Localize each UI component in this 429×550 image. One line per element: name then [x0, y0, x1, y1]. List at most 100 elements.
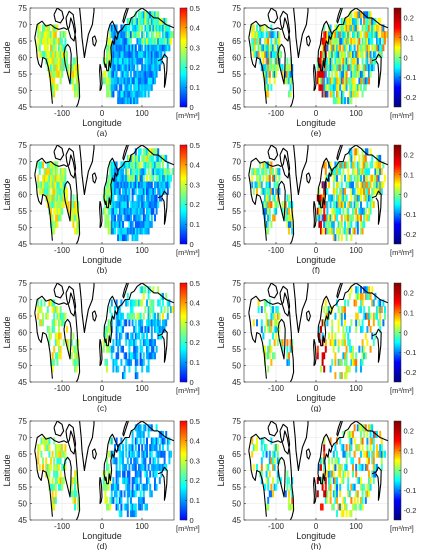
y-axis-label: Latitude [216, 41, 226, 73]
map-svg-c: 75 70 65 60 55 50 45 -100 0 100 Latitude Longitude(… [2, 279, 200, 412]
x-tick-label: 100 [135, 109, 149, 118]
y-tick-label: 75 [18, 279, 27, 288]
colorbar-tick-label: -0.2 [404, 506, 417, 515]
y-axis-label: Latitude [2, 41, 12, 73]
colorbar-tick-label: 0.2 [190, 338, 200, 347]
map-panel-g: 75 70 65 60 55 50 45 -100 0 100 Latitude Longitude(… [214, 275, 428, 412]
x-tick-label: -100 [54, 384, 71, 393]
colorbar-tick-label: 0.4 [190, 24, 200, 33]
data-field [37, 11, 174, 105]
x-axis-label: Longitude [296, 255, 336, 265]
colorbar [179, 282, 188, 383]
colorbar-tick-label: 0.2 [404, 427, 414, 436]
colorbar-tick-label: 0.2 [190, 476, 200, 485]
panel-label: (a) [97, 128, 108, 137]
map-panel-f: 75 70 65 60 55 50 45 -100 0 100 Latitude Longitude(… [214, 137, 428, 274]
colorbar-unit-label: [m³/m³] [390, 524, 414, 533]
colorbar-tick-label: 0.1 [404, 171, 414, 180]
colorbar-unit-label: [m³/m³] [176, 524, 200, 533]
y-tick-label: 70 [232, 295, 241, 304]
colorbar-tick-label: 0.1 [190, 83, 200, 92]
colorbar-tick-label: 0.2 [190, 200, 200, 209]
x-tick-label: 100 [349, 522, 363, 531]
y-tick-label: 65 [232, 312, 241, 321]
colorbar-tick-label: 0.4 [190, 437, 200, 446]
y-tick-label: 60 [232, 190, 241, 199]
y-tick-label: 50 [232, 223, 241, 232]
panel-label: (g) [311, 403, 322, 412]
y-tick-label: 50 [232, 361, 241, 370]
y-axis-label: Latitude [216, 316, 226, 348]
y-tick-label: 60 [18, 466, 27, 475]
y-tick-label: 55 [18, 207, 27, 216]
x-tick-label: 0 [314, 384, 319, 393]
x-axis-label: Longitude [296, 393, 336, 403]
y-axis-label: Latitude [2, 454, 12, 486]
colorbar-tick-label: 0 [404, 466, 408, 475]
colorbar-tick-label: 0.3 [190, 180, 200, 189]
y-tick-label: 55 [232, 207, 241, 216]
y-tick-label: 75 [232, 4, 241, 13]
coastlines [34, 145, 174, 244]
colorbar-tick-label: 0.5 [190, 417, 200, 426]
y-axis-label: Latitude [216, 454, 226, 486]
x-tick-label: -100 [54, 522, 71, 531]
y-tick-label: 70 [18, 20, 27, 29]
y-tick-label: 60 [232, 328, 241, 337]
y-tick-label: 65 [232, 37, 241, 46]
x-axis-label: Longitude [296, 118, 336, 128]
y-tick-label: 55 [232, 70, 241, 79]
colorbar-tick-label: 0.2 [404, 289, 414, 298]
x-tick-label: 100 [135, 384, 149, 393]
colorbar-tick-label: 0.4 [190, 299, 200, 308]
colorbar [179, 7, 188, 108]
colorbar-tick-label: 0.2 [404, 14, 414, 23]
x-axis-label: Longitude [82, 531, 122, 541]
y-tick-label: 65 [232, 450, 241, 459]
x-tick-label: 0 [100, 522, 105, 531]
data-field [37, 148, 174, 242]
colorbar-tick-label: -0.1 [404, 486, 417, 495]
colorbar-tick-label: 0.1 [404, 34, 414, 43]
map-svg-h: 75 70 65 60 55 50 45 -100 0 100 Latitude Longitude(… [216, 417, 417, 550]
colorbar-tick-label: 0.1 [404, 309, 414, 318]
colorbar-tick-label: 0.2 [190, 63, 200, 72]
colorbar-tick-label: 0 [404, 190, 408, 199]
map-svg-a: 75 70 65 60 55 50 45 -100 0 100 Latitude Longitude(… [2, 4, 200, 137]
y-tick-label: 45 [232, 240, 241, 249]
x-axis-label: Longitude [296, 531, 336, 541]
y-tick-label: 70 [232, 433, 241, 442]
y-tick-label: 50 [232, 86, 241, 95]
map-panel-d: 75 70 65 60 55 50 45 -100 0 100 Latitude Longitude(… [0, 413, 214, 550]
y-tick-label: 60 [18, 190, 27, 199]
colorbar-tick-label: 0.2 [404, 151, 414, 160]
y-axis-label: Latitude [2, 178, 12, 210]
y-tick-label: 55 [232, 483, 241, 492]
x-tick-label: 0 [314, 246, 319, 255]
map-svg-d: 75 70 65 60 55 50 45 -100 0 100 Latitude Longitude(… [2, 417, 200, 550]
colorbar-tick-label: 0.5 [190, 4, 200, 13]
x-tick-label: -100 [268, 246, 285, 255]
colorbar-tick-label: 0 [190, 240, 194, 249]
x-axis-label: Longitude [82, 118, 122, 128]
map-panel-e: 75 70 65 60 55 50 45 -100 0 100 Latitude Longitude(… [214, 0, 428, 137]
colorbar [179, 420, 188, 521]
map-svg-b: 75 70 65 60 55 50 45 -100 0 100 Latitude Longitude(… [2, 141, 200, 274]
colorbar-tick-label: -0.1 [404, 348, 417, 357]
y-tick-label: 65 [18, 174, 27, 183]
colorbar-tick-label: 0.3 [190, 456, 200, 465]
y-tick-label: 70 [232, 20, 241, 29]
coastlines [34, 421, 174, 520]
panel-label: (f) [312, 265, 320, 274]
y-tick-label: 65 [18, 37, 27, 46]
panel-label: (e) [311, 128, 322, 137]
y-tick-label: 45 [18, 240, 27, 249]
x-tick-label: -100 [54, 246, 71, 255]
colorbar-tick-label: 0 [190, 378, 194, 387]
colorbar-tick-label: 0.5 [190, 141, 200, 150]
map-panel-a: 75 70 65 60 55 50 45 -100 0 100 Latitude Longitude(… [0, 0, 214, 137]
map-svg-g: 75 70 65 60 55 50 45 -100 0 100 Latitude Longitude(… [216, 279, 417, 412]
y-tick-label: 70 [232, 157, 241, 166]
y-tick-label: 45 [18, 516, 27, 525]
colorbar-tick-label: 0.3 [190, 318, 200, 327]
